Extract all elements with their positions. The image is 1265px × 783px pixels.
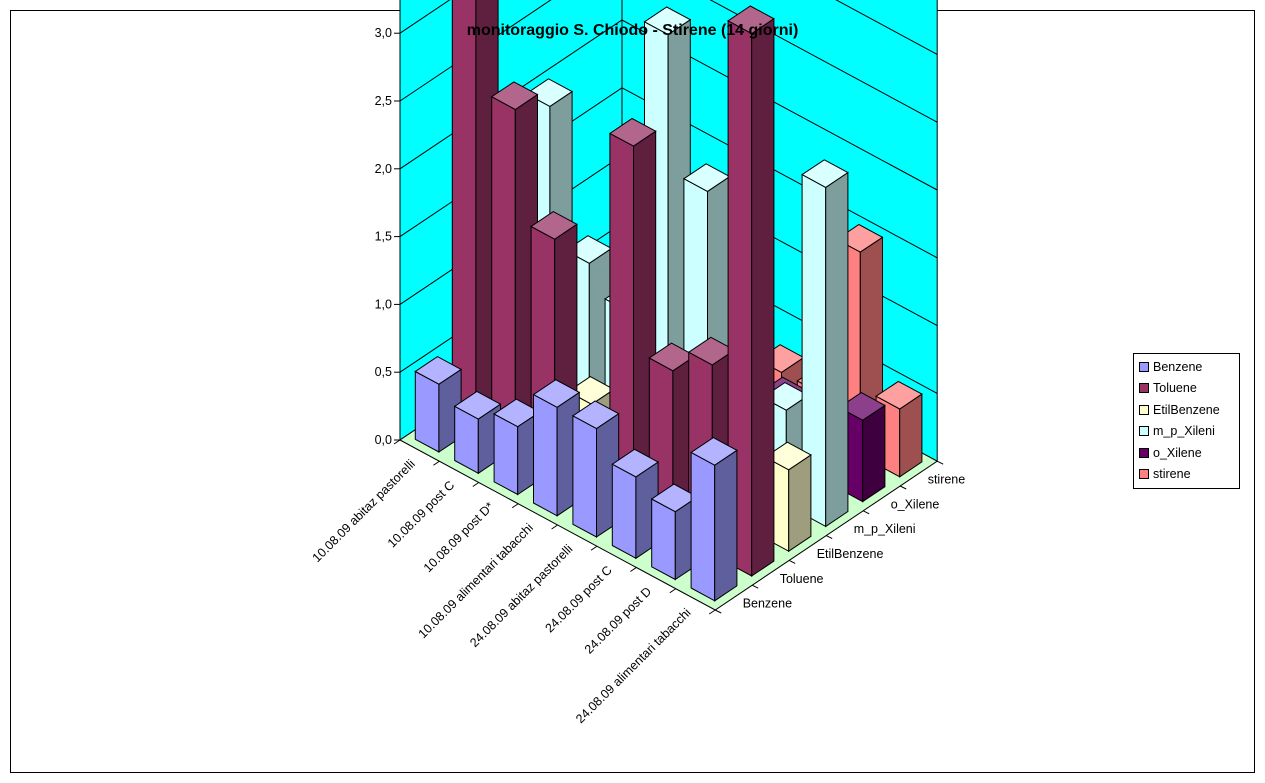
x-tick xyxy=(511,503,519,509)
bar xyxy=(690,437,738,602)
bar-top xyxy=(643,6,692,36)
chart-legend: Benzene Toluene EtilBenzene m_p_Xileni o_Xil… xyxy=(1133,353,1240,489)
bar-top xyxy=(490,81,539,111)
x-tick xyxy=(669,588,677,594)
bar-side xyxy=(714,449,738,602)
bar-top xyxy=(532,379,581,408)
bar-top xyxy=(453,390,502,420)
legend-swatch xyxy=(1139,426,1149,437)
y-tick-label: 3,0 xyxy=(375,26,392,40)
bar xyxy=(727,5,775,577)
x-tick-label: 24.08.09 abitaz pastorelli xyxy=(467,542,575,650)
legend-label: EtilBenzene xyxy=(1153,402,1220,417)
legend-label: stirene xyxy=(1153,467,1191,482)
chart-title: monitoraggio S. Chiodo - Stirene (14 gio… xyxy=(466,22,799,39)
bar xyxy=(532,379,581,517)
x-tick-label: 10.08.09 alimentari tabacchi xyxy=(416,521,536,641)
legend-item: Toluene xyxy=(1139,378,1239,400)
bar-top xyxy=(838,392,886,421)
y-tick-label: 0,5 xyxy=(375,365,392,379)
x-tick xyxy=(630,567,637,572)
legend-item: stirene xyxy=(1139,464,1239,486)
legend-swatch xyxy=(1139,447,1149,458)
depth-tick-label: EtilBenzene xyxy=(817,547,884,561)
bar-top xyxy=(530,211,578,240)
x-tick xyxy=(472,482,480,487)
bar-top xyxy=(690,437,738,466)
depth-tick-label: stirene xyxy=(928,473,966,487)
bar-front xyxy=(690,451,716,602)
legend-swatch xyxy=(1139,383,1149,394)
depth-tick-label: o_Xilene xyxy=(891,497,940,511)
bar-top xyxy=(801,159,849,188)
bar-front xyxy=(651,498,676,581)
bar-top xyxy=(727,5,775,35)
legend-item: o_Xilene xyxy=(1139,442,1239,464)
bar-front xyxy=(533,393,558,517)
y-tick-label: 0,0 xyxy=(375,433,392,447)
bar-front xyxy=(414,370,440,453)
depth-tick xyxy=(825,535,833,540)
legend-swatch xyxy=(1139,361,1149,372)
bar-side xyxy=(788,453,812,553)
legend-label: Benzene xyxy=(1153,359,1203,374)
legend-label: m_p_Xileni xyxy=(1153,424,1215,439)
bar-front xyxy=(451,0,477,429)
bar-side xyxy=(751,17,775,577)
legend-label: Toluene xyxy=(1153,381,1197,396)
depth-tick xyxy=(899,485,907,490)
x-tick-label: 24.08.09 alimentari tabacchi xyxy=(573,606,693,726)
legend-swatch xyxy=(1139,404,1149,415)
depth-tick-label: m_p_Xileni xyxy=(854,522,916,536)
depth-tick xyxy=(862,510,870,515)
depth-tick xyxy=(751,584,759,589)
x-tick-label: 10.08.09 abitaz pastorelli xyxy=(310,457,418,565)
x-tick xyxy=(708,609,716,615)
x-tick xyxy=(433,460,440,466)
legend-label: o_Xilene xyxy=(1153,445,1202,460)
depth-tick xyxy=(788,559,796,564)
bar-front xyxy=(611,463,637,560)
y-tick-label: 1,5 xyxy=(375,230,392,244)
legend-swatch xyxy=(1139,469,1149,480)
bar-front xyxy=(572,414,597,538)
y-tick-label: 2,5 xyxy=(375,94,392,108)
legend-item: Benzene xyxy=(1139,356,1239,378)
depth-tick-label: Toluene xyxy=(780,572,824,586)
x-tick xyxy=(590,545,598,551)
bar-top xyxy=(875,380,923,410)
legend-item: EtilBenzene xyxy=(1139,399,1239,421)
depth-tick xyxy=(714,609,722,614)
y-tick-label: 2,0 xyxy=(375,162,392,176)
bar-top xyxy=(571,400,620,430)
depth-tick xyxy=(936,460,944,465)
bar-side xyxy=(825,171,849,528)
bar xyxy=(414,356,463,453)
bar-front xyxy=(491,95,516,450)
x-tick xyxy=(393,439,401,445)
bar-top xyxy=(611,448,660,478)
bar-top xyxy=(414,356,463,385)
bar xyxy=(490,81,539,450)
bar xyxy=(801,159,849,528)
bar-side xyxy=(862,404,886,503)
bar xyxy=(875,380,923,478)
depth-tick-label: Benzene xyxy=(743,597,792,611)
x-tick xyxy=(551,524,558,530)
bar-front xyxy=(493,413,519,496)
bar-top xyxy=(608,117,657,147)
bar-top xyxy=(764,441,812,471)
legend-item: m_p_Xileni xyxy=(1139,421,1239,443)
y-tick-label: 1,0 xyxy=(375,297,392,311)
